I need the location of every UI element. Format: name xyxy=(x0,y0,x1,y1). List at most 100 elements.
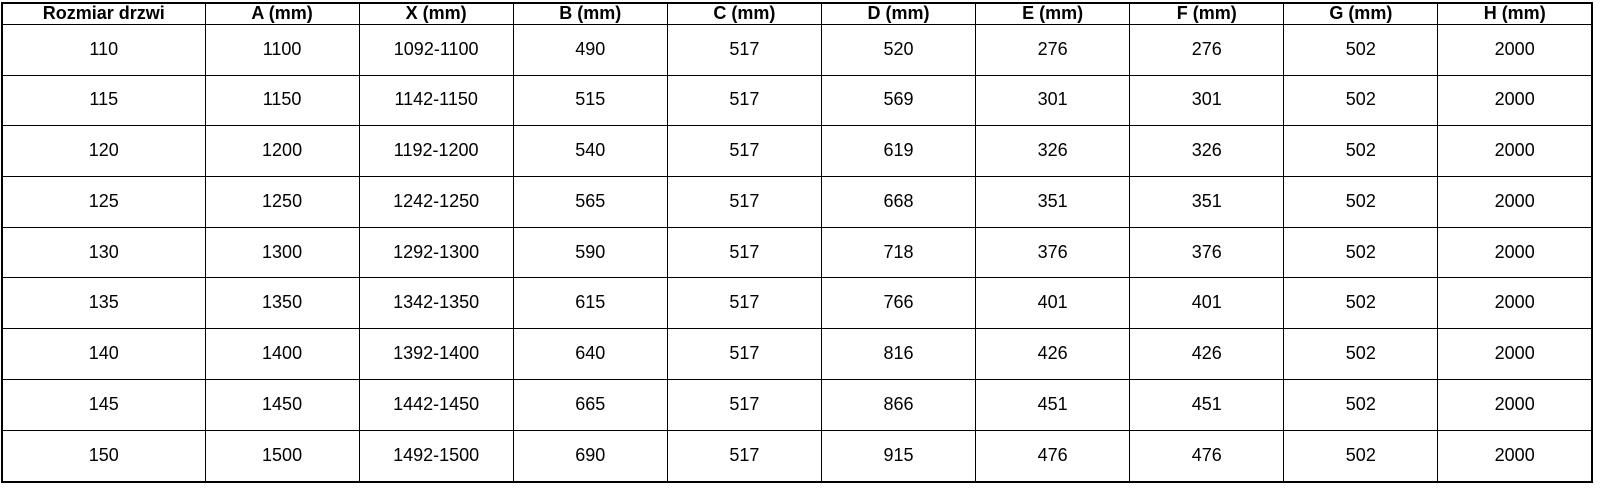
table-row: 140 1400 1392-1400 640 517 816 426 426 5… xyxy=(1,328,1593,380)
table-cell: 615 xyxy=(512,277,668,330)
table-cell: 668 xyxy=(820,175,977,228)
table-cell: 640 xyxy=(512,328,668,380)
table-cell: 1350 xyxy=(204,277,360,330)
table-cell: 2000 xyxy=(1437,277,1593,330)
table-cell: 502 xyxy=(1283,125,1439,177)
table-cell: 1150 xyxy=(204,74,360,127)
table-cell: 490 xyxy=(512,23,668,76)
table-cell: 276 xyxy=(975,23,1131,76)
table-cell: 451 xyxy=(975,378,1131,431)
table-cell: 426 xyxy=(1129,328,1285,380)
column-header-a: A (mm) xyxy=(204,2,360,25)
table-cell: 816 xyxy=(820,328,977,380)
table-cell: 517 xyxy=(666,328,822,380)
table-cell: 502 xyxy=(1283,378,1439,431)
table-cell: 502 xyxy=(1283,226,1439,279)
table-cell: 665 xyxy=(512,378,668,431)
column-header-b: B (mm) xyxy=(512,2,668,25)
table-cell: 517 xyxy=(666,175,822,228)
table-cell: 145 xyxy=(1,378,206,431)
table-cell: 515 xyxy=(512,74,668,127)
column-header-e: E (mm) xyxy=(975,2,1131,25)
table-cell: 426 xyxy=(975,328,1131,380)
table-cell: 1292-1300 xyxy=(358,226,514,279)
table-cell: 301 xyxy=(975,74,1131,127)
table-cell: 376 xyxy=(975,226,1131,279)
door-size-table: Rozmiar drzwi A (mm) X (mm) B (mm) C (mm… xyxy=(1,2,1593,483)
table-cell: 502 xyxy=(1283,277,1439,330)
table-cell: 520 xyxy=(820,23,977,76)
table-cell: 502 xyxy=(1283,23,1439,76)
table-cell: 130 xyxy=(1,226,206,279)
table-row: 145 1450 1442-1450 665 517 866 451 451 5… xyxy=(1,378,1593,431)
column-header-rozmiar-drzwi: Rozmiar drzwi xyxy=(1,2,206,25)
table-cell: 718 xyxy=(820,226,977,279)
table-cell: 451 xyxy=(1129,378,1285,431)
table-cell: 2000 xyxy=(1437,226,1593,279)
table-cell: 2000 xyxy=(1437,328,1593,380)
table-cell: 915 xyxy=(820,429,977,483)
table-cell: 1100 xyxy=(204,23,360,76)
table-cell: 517 xyxy=(666,226,822,279)
header-row: Rozmiar drzwi A (mm) X (mm) B (mm) C (mm… xyxy=(1,2,1593,25)
table-cell: 517 xyxy=(666,378,822,431)
table-cell: 502 xyxy=(1283,328,1439,380)
table-cell: 326 xyxy=(1129,125,1285,177)
column-header-f: F (mm) xyxy=(1129,2,1285,25)
table-cell: 2000 xyxy=(1437,378,1593,431)
table-cell: 569 xyxy=(820,74,977,127)
table-cell: 140 xyxy=(1,328,206,380)
table-cell: 690 xyxy=(512,429,668,483)
table-cell: 517 xyxy=(666,74,822,127)
table-cell: 502 xyxy=(1283,74,1439,127)
table-cell: 866 xyxy=(820,378,977,431)
table-row: 135 1350 1342-1350 615 517 766 401 401 5… xyxy=(1,277,1593,330)
table-cell: 351 xyxy=(975,175,1131,228)
table-cell: 1142-1150 xyxy=(358,74,514,127)
table-row: 125 1250 1242-1250 565 517 668 351 351 5… xyxy=(1,175,1593,228)
column-header-c: C (mm) xyxy=(666,2,822,25)
table-cell: 476 xyxy=(975,429,1131,483)
table-cell: 376 xyxy=(1129,226,1285,279)
table-row: 115 1150 1142-1150 515 517 569 301 301 5… xyxy=(1,74,1593,127)
table-cell: 565 xyxy=(512,175,668,228)
table-cell: 1250 xyxy=(204,175,360,228)
table-cell: 2000 xyxy=(1437,23,1593,76)
table-cell: 1192-1200 xyxy=(358,125,514,177)
table-cell: 2000 xyxy=(1437,429,1593,483)
table-cell: 1242-1250 xyxy=(358,175,514,228)
table-cell: 517 xyxy=(666,125,822,177)
table-cell: 1200 xyxy=(204,125,360,177)
table-cell: 2000 xyxy=(1437,125,1593,177)
table-cell: 476 xyxy=(1129,429,1285,483)
table-row: 130 1300 1292-1300 590 517 718 376 376 5… xyxy=(1,226,1593,279)
table-cell: 401 xyxy=(975,277,1131,330)
table-row: 150 1500 1492-1500 690 517 915 476 476 5… xyxy=(1,429,1593,483)
table-row: 120 1200 1192-1200 540 517 619 326 326 5… xyxy=(1,125,1593,177)
table-cell: 517 xyxy=(666,429,822,483)
table-cell: 590 xyxy=(512,226,668,279)
column-header-d: D (mm) xyxy=(820,2,977,25)
column-header-h: H (mm) xyxy=(1437,2,1593,25)
table-cell: 401 xyxy=(1129,277,1285,330)
table-cell: 135 xyxy=(1,277,206,330)
table-cell: 1450 xyxy=(204,378,360,431)
table-cell: 150 xyxy=(1,429,206,483)
table-cell: 1392-1400 xyxy=(358,328,514,380)
table-cell: 1500 xyxy=(204,429,360,483)
table-cell: 326 xyxy=(975,125,1131,177)
table-cell: 517 xyxy=(666,277,822,330)
table-cell: 502 xyxy=(1283,429,1439,483)
column-header-g: G (mm) xyxy=(1283,2,1439,25)
table-cell: 517 xyxy=(666,23,822,76)
table-cell: 1442-1450 xyxy=(358,378,514,431)
table-row: 110 1100 1092-1100 490 517 520 276 276 5… xyxy=(1,23,1593,76)
table-cell: 120 xyxy=(1,125,206,177)
table-cell: 1092-1100 xyxy=(358,23,514,76)
table-cell: 110 xyxy=(1,23,206,76)
table-cell: 276 xyxy=(1129,23,1285,76)
table-cell: 2000 xyxy=(1437,74,1593,127)
table-cell: 766 xyxy=(820,277,977,330)
table-cell: 540 xyxy=(512,125,668,177)
table-cell: 115 xyxy=(1,74,206,127)
